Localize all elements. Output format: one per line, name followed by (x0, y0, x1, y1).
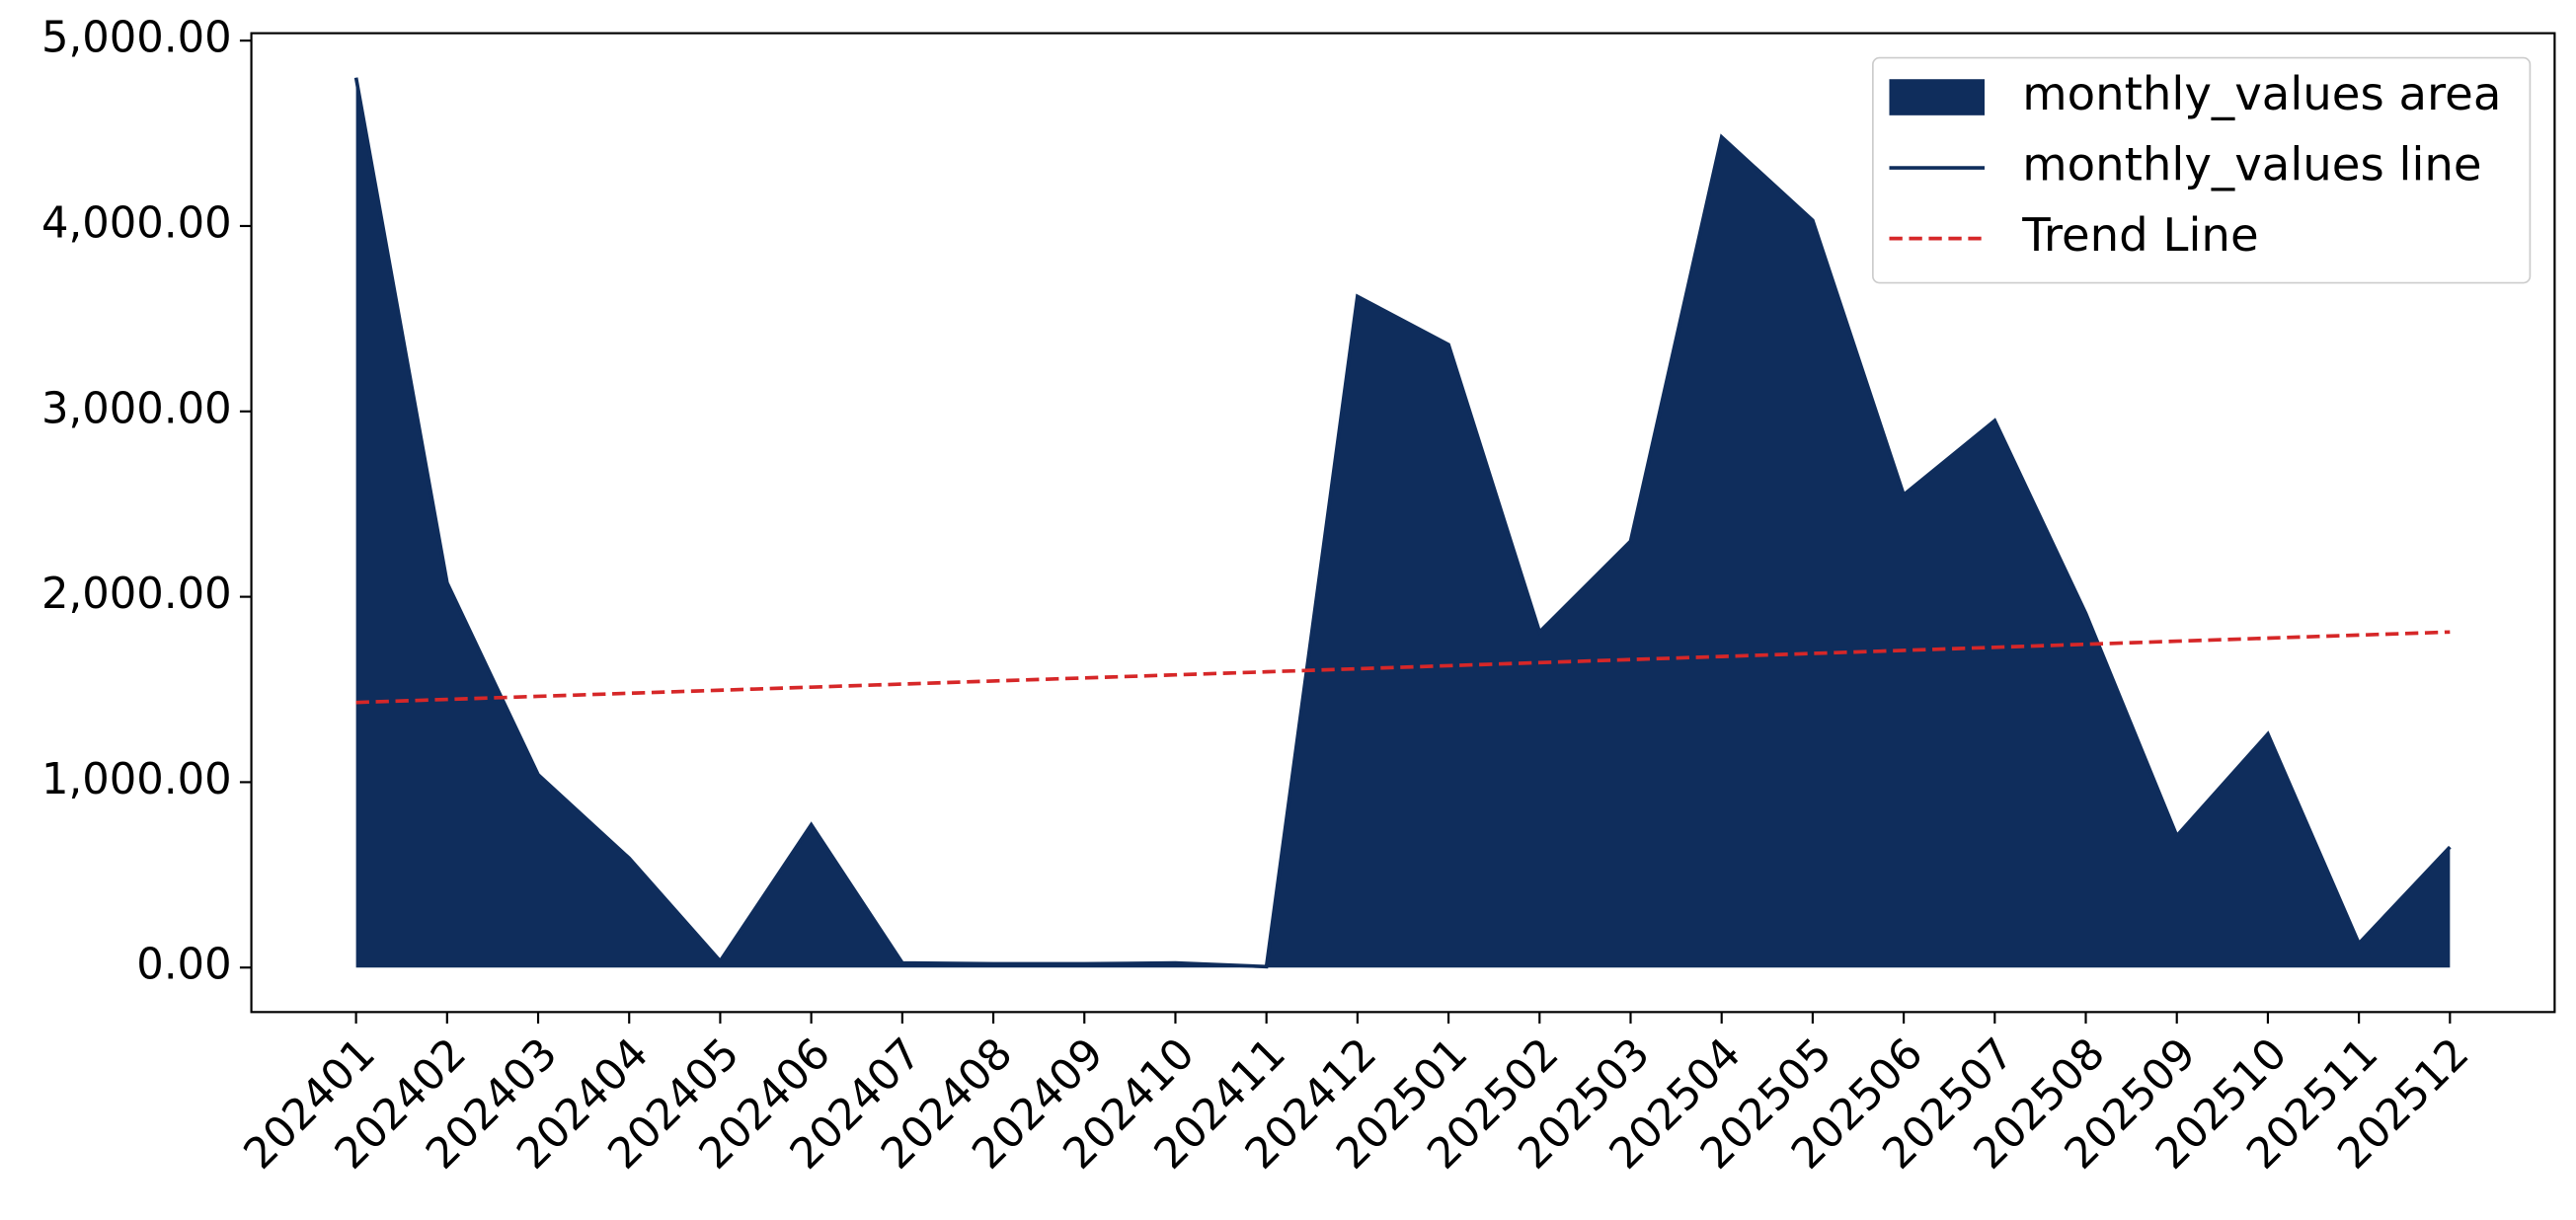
trend-line (355, 630, 2451, 705)
y-tick-label: 5,000.00 (41, 14, 232, 63)
y-tick-label: 4,000.00 (41, 198, 232, 248)
area (355, 77, 2451, 968)
legend-swatch (1889, 79, 1985, 115)
y-tick-label: 1,000.00 (41, 755, 232, 804)
legend-label: monthly_values line (2022, 138, 2481, 191)
line (353, 77, 2452, 969)
legend-label: monthly_values area (2022, 67, 2501, 120)
legend-box (1872, 56, 2532, 284)
y-tick-label: 2,000.00 (41, 570, 232, 619)
legend-label: Trend Line (2021, 208, 2258, 262)
y-tick-label: 3,000.00 (41, 384, 232, 433)
plot-frame (250, 32, 2556, 1014)
legend: monthly_values area monthly_values line Tr… (1872, 56, 2532, 284)
y-tick-label: 0.00 (136, 941, 231, 990)
